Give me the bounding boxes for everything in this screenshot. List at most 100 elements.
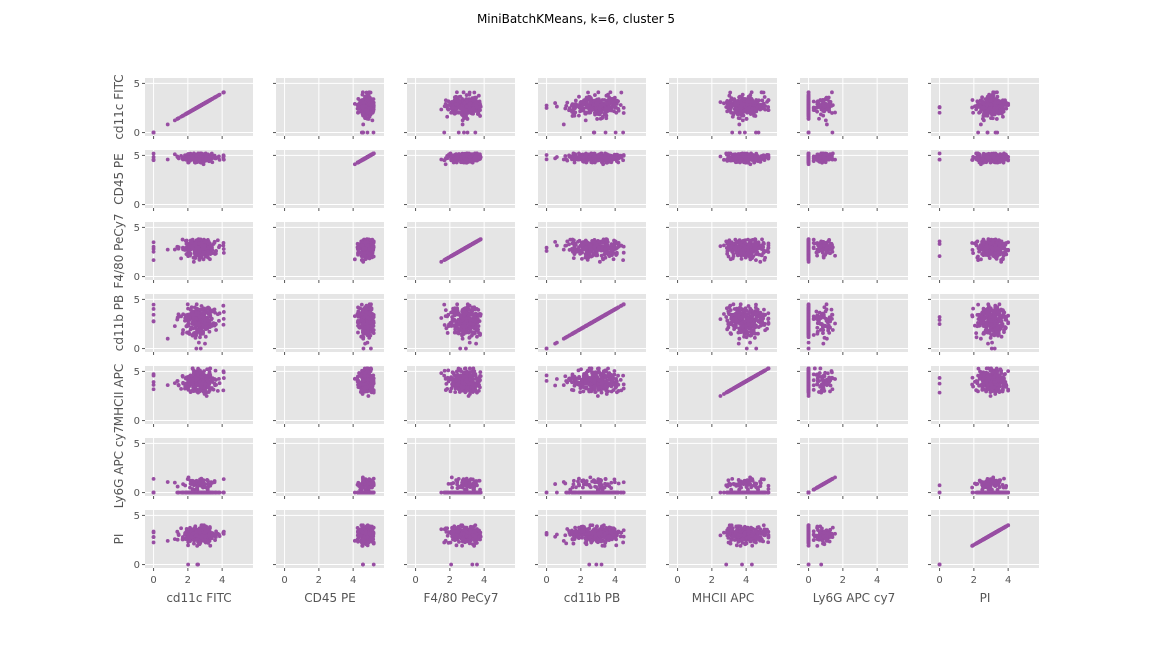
scatter-point [201, 152, 205, 157]
scatter-point [975, 99, 980, 104]
scatter-point [586, 90, 590, 95]
scatter-point [581, 100, 586, 105]
panel-0-1 [273, 78, 384, 139]
scatter-point [742, 96, 747, 101]
scatter-point [203, 157, 207, 162]
scatter-point [567, 106, 572, 111]
scatter-point [165, 157, 170, 162]
scatter-point [186, 252, 191, 257]
scatter-point [221, 247, 226, 251]
scatter-point [565, 239, 570, 244]
scatter-point [587, 94, 591, 99]
scatter-point [980, 157, 985, 162]
scatter-point [439, 157, 444, 162]
scatter-point [191, 259, 196, 264]
panel-2-3 [535, 222, 646, 283]
scatter-point [753, 156, 758, 161]
scatter-point [756, 98, 761, 103]
scatter-point [183, 248, 187, 252]
scatter-points [151, 90, 226, 135]
scatter-point [577, 151, 581, 156]
scatter-point [573, 98, 578, 103]
scatter-point [597, 106, 602, 111]
scatter-point [604, 101, 609, 106]
scatter-point [570, 103, 574, 108]
scatter-point [573, 241, 577, 246]
scatter-point [183, 153, 187, 158]
scatter-point [451, 110, 456, 115]
scatter-point [554, 104, 559, 109]
scatter-point [822, 156, 827, 161]
scatter-point [581, 156, 586, 161]
scatter-point [758, 107, 763, 112]
scatter-point [455, 98, 460, 103]
scatter-point [450, 99, 454, 104]
scatter-point [473, 130, 478, 135]
scatter-point [364, 90, 369, 95]
scatter-point [749, 110, 754, 115]
scatter-point [971, 110, 976, 115]
scatter-point [744, 117, 749, 121]
scatter-point [151, 249, 156, 254]
scatter-point [210, 251, 215, 256]
scatter-point [749, 90, 754, 95]
scatter-point [614, 105, 618, 110]
scatter-point [465, 151, 470, 156]
scatter-point [571, 256, 576, 261]
scatter-point [553, 156, 558, 161]
scatter-point [456, 110, 461, 115]
scatter-point [191, 246, 196, 251]
scatter-point [621, 258, 626, 263]
scatter-points [544, 90, 626, 135]
scatter-point [544, 249, 549, 253]
scatter-point [450, 253, 454, 258]
scatter-point [442, 104, 447, 109]
panel-1-6 [928, 150, 1039, 211]
scatter-point [462, 107, 467, 112]
scatter-point [806, 117, 811, 121]
scatter-point [217, 158, 222, 162]
scatter-point [977, 110, 982, 115]
scatter-point [833, 157, 837, 162]
scatter-point [595, 117, 600, 121]
panel-1-4 [666, 150, 777, 211]
scatter-points [439, 90, 483, 135]
scatter-point [587, 110, 592, 115]
panel-1-2 [404, 150, 515, 211]
scatter-point [464, 113, 468, 118]
scatter-point [561, 247, 566, 252]
scatter-point [370, 237, 375, 242]
scatter-points [352, 90, 376, 135]
scatter-point [604, 250, 609, 255]
scatter-point [756, 130, 761, 135]
scatter-point [369, 97, 374, 102]
scatter-point [585, 257, 590, 262]
scatter-point [990, 116, 995, 121]
scatter-point [371, 130, 376, 135]
scatter-point [464, 93, 469, 97]
figure-title: MiniBatchKMeans, k=6, cluster 5 [477, 12, 675, 26]
scatter-point [476, 93, 481, 98]
scatter-point [616, 241, 621, 245]
scatter-point [221, 90, 226, 95]
scatter-point [460, 96, 465, 101]
scatter-point [368, 106, 373, 111]
scatter-point [811, 156, 816, 160]
scatter-point [608, 90, 613, 95]
scatter-point [738, 98, 743, 103]
scatter-point [613, 241, 618, 246]
scatter-point [455, 250, 460, 255]
scatter-point [991, 90, 996, 95]
scatter-point [210, 247, 215, 252]
scatter-point [718, 154, 723, 159]
scatter-point [937, 151, 942, 156]
y-tick-label: 5 [134, 223, 140, 234]
scatter-point [198, 237, 203, 242]
scatter-point [937, 105, 942, 110]
scatter-point [718, 100, 723, 105]
panel-0-6 [928, 78, 1039, 139]
scatter-point [151, 151, 156, 156]
scatter-point [762, 95, 767, 99]
scatter-point [600, 241, 604, 245]
scatter-point [203, 239, 207, 244]
